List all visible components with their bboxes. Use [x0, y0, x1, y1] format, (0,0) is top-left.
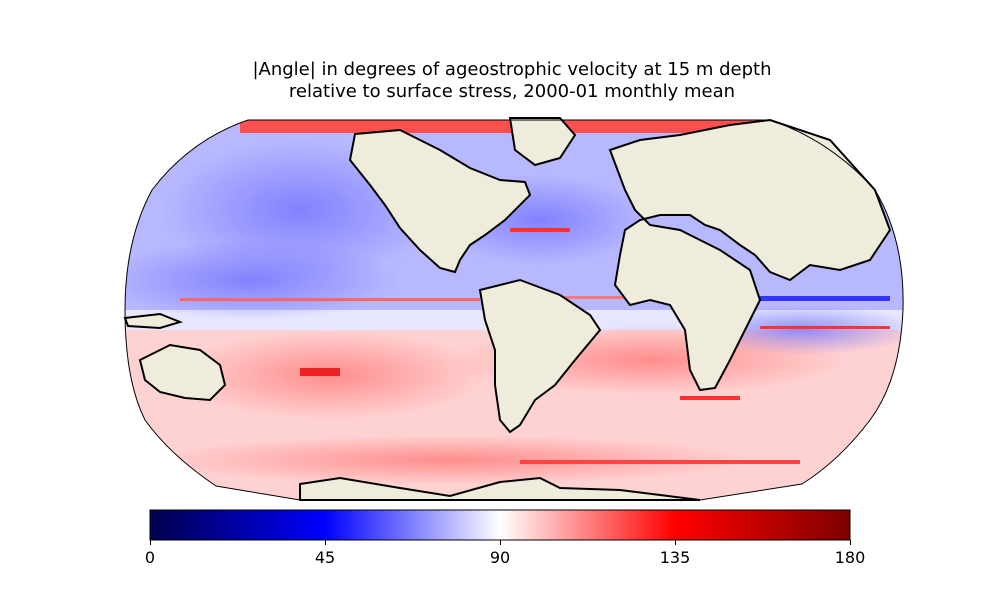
title-line-2: relative to surface stress, 2000-01 mont…	[288, 81, 736, 102]
colorbar-tick-mark	[674, 540, 676, 545]
land-layer	[123, 117, 892, 501]
landmass-eurasia-africa	[608, 118, 892, 392]
landmass-australia	[138, 343, 227, 402]
landmass-north-america	[348, 128, 532, 274]
colorbar-tick-mark	[499, 540, 501, 545]
colorbar-tick-label: 180	[834, 548, 866, 567]
landmass-greenland	[508, 117, 577, 167]
colorbar-tick-mark	[324, 540, 326, 545]
landmass-south-america	[478, 278, 602, 434]
colorbar-tick-mark	[849, 540, 851, 545]
colorbar-tick-label: 0	[144, 548, 156, 567]
colorbar-tick-mark	[149, 540, 151, 545]
colorbar-tick-label: 135	[659, 548, 691, 567]
colorbar	[149, 509, 851, 541]
landmass-indonesia	[123, 312, 184, 330]
title-line-1: |Angle| in degrees of ageostrophic veloc…	[252, 59, 772, 80]
colorbar-tick-label: 90	[489, 548, 511, 567]
colorbar-tick-label: 45	[314, 548, 336, 567]
